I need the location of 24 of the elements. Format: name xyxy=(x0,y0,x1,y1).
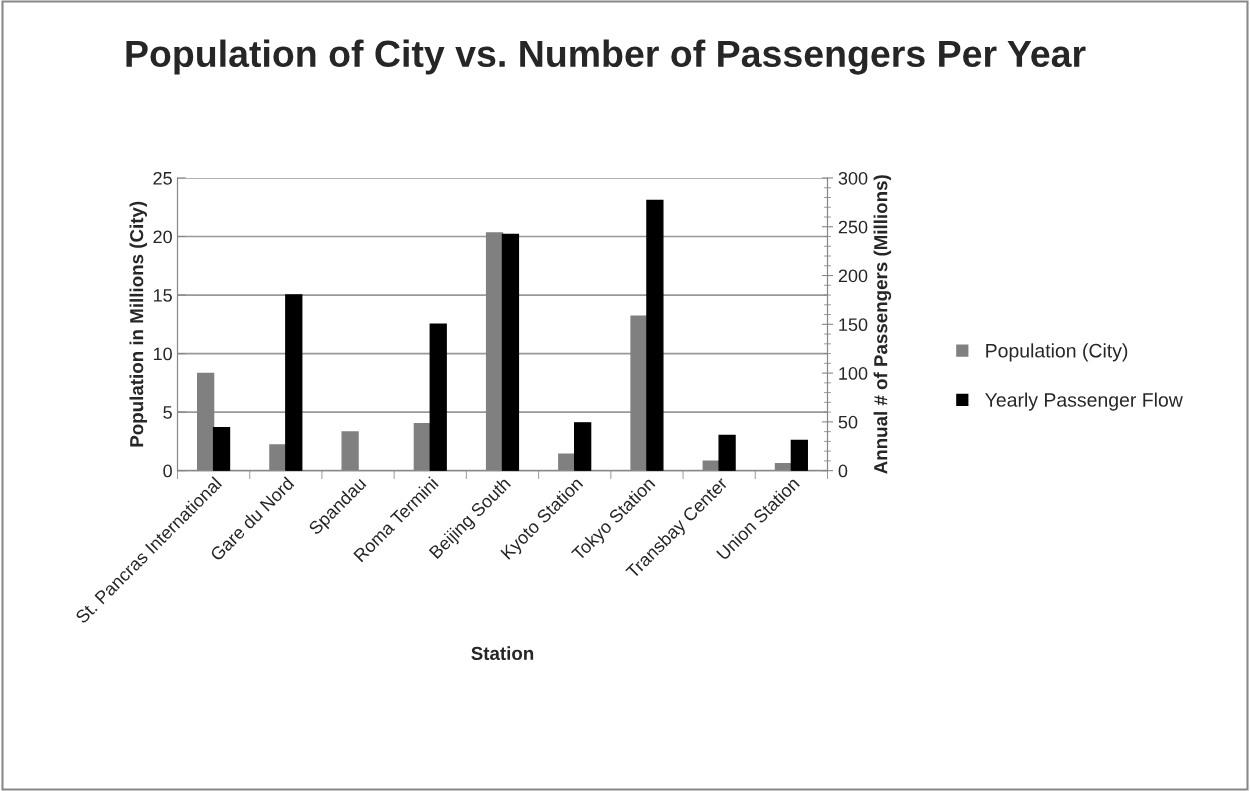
y-axis-title: Population in Millions (City) xyxy=(129,201,147,447)
y-tick-label: 15 xyxy=(153,289,172,302)
legend-label: Population (City) xyxy=(986,343,1128,362)
y2-tick-label: 300 xyxy=(838,171,868,185)
y2-tick-label: 150 xyxy=(839,318,868,332)
bar xyxy=(429,323,447,471)
x-axis-title: Station xyxy=(471,646,534,661)
y2-tick-label: 250 xyxy=(838,220,868,234)
y-tick-label: 0 xyxy=(163,464,172,478)
y2-axis-title: Annual # of Passengers (Millions) xyxy=(873,175,892,474)
bar xyxy=(574,422,592,471)
y2-tick-label: 100 xyxy=(839,367,868,380)
y-tick-label: 25 xyxy=(153,171,172,185)
y2-tick-label: 50 xyxy=(838,415,858,429)
bar xyxy=(790,439,808,471)
y2-tick-label: 0 xyxy=(838,464,848,478)
bar xyxy=(285,294,303,471)
y-tick-label: 20 xyxy=(153,230,172,244)
y-tick-label: 10 xyxy=(153,347,172,361)
legend-label: Yearly Passenger Flow xyxy=(985,392,1183,411)
chart-title: Population of City vs. Number of Passengers Per Year xyxy=(126,39,1086,75)
y-tick-label: 5 xyxy=(163,406,172,419)
y2-tick-label: 200 xyxy=(838,269,868,283)
bar xyxy=(718,434,736,471)
